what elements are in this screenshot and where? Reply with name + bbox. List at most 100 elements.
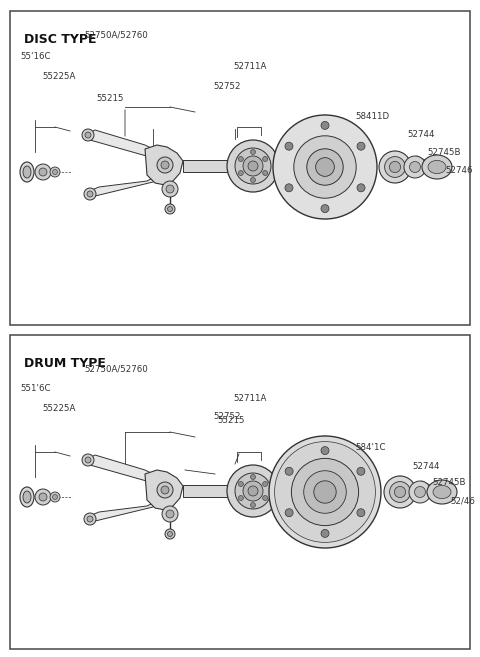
Text: 551'6C: 551'6C [20,384,50,393]
Text: 584'1C: 584'1C [355,443,385,452]
Circle shape [409,481,431,503]
Circle shape [321,530,329,537]
Polygon shape [85,455,157,482]
Text: 52744: 52744 [412,462,440,471]
Circle shape [321,447,329,455]
Circle shape [263,171,268,175]
Circle shape [87,191,93,197]
Circle shape [409,162,420,173]
Circle shape [165,204,175,214]
Text: 52750A/52760: 52750A/52760 [84,30,148,39]
Circle shape [316,158,335,176]
Circle shape [251,503,255,507]
Circle shape [384,476,416,508]
Circle shape [52,170,58,175]
Circle shape [227,140,279,192]
Circle shape [162,181,178,197]
Text: 55215: 55215 [217,416,244,425]
Circle shape [321,204,329,213]
Circle shape [168,206,172,212]
Polygon shape [85,130,157,157]
Circle shape [239,482,243,486]
Text: 52752: 52752 [213,412,240,421]
Ellipse shape [20,162,34,182]
Polygon shape [145,145,183,185]
Ellipse shape [422,155,452,179]
Circle shape [285,142,293,150]
Circle shape [85,457,91,463]
Circle shape [161,161,169,169]
Circle shape [357,142,365,150]
Circle shape [269,436,381,548]
Circle shape [321,122,329,129]
Circle shape [263,495,268,501]
Circle shape [39,168,47,176]
Circle shape [239,156,243,162]
Circle shape [395,486,406,497]
Polygon shape [233,157,243,175]
Polygon shape [183,485,238,497]
Text: 55225A: 55225A [42,72,75,81]
Circle shape [251,474,255,480]
Ellipse shape [433,486,451,499]
Circle shape [291,459,359,526]
Ellipse shape [23,491,31,503]
Circle shape [87,516,93,522]
Circle shape [82,129,94,141]
Circle shape [168,532,172,537]
Circle shape [35,489,51,505]
Text: 52745B: 52745B [427,148,460,157]
Circle shape [243,481,263,501]
Circle shape [82,454,94,466]
Text: 55'16C: 55'16C [20,52,50,61]
Text: 52744: 52744 [407,130,434,139]
Circle shape [384,156,406,177]
Circle shape [390,482,410,503]
Text: 52750A/52760: 52750A/52760 [84,365,148,374]
Circle shape [357,509,365,516]
Polygon shape [233,482,243,500]
Text: 52711A: 52711A [233,394,266,403]
Ellipse shape [428,160,446,173]
Text: DISC TYPE: DISC TYPE [24,33,96,46]
Circle shape [285,184,293,192]
Polygon shape [183,160,238,172]
Circle shape [84,188,96,200]
Circle shape [52,495,58,499]
Circle shape [157,157,173,173]
Text: 52/46: 52/46 [450,496,475,505]
Circle shape [235,148,271,184]
Ellipse shape [427,480,457,504]
Circle shape [404,156,426,178]
Circle shape [285,467,293,475]
Circle shape [227,465,279,517]
Text: 52745B: 52745B [432,478,466,487]
Circle shape [166,185,174,193]
Circle shape [50,167,60,177]
Circle shape [294,136,356,198]
Circle shape [161,486,169,494]
Circle shape [251,150,255,154]
Text: 52752: 52752 [213,82,240,91]
Circle shape [263,482,268,486]
Bar [10,335,470,649]
Polygon shape [145,470,183,510]
Ellipse shape [20,487,34,507]
Circle shape [162,506,178,522]
Polygon shape [87,500,159,522]
Circle shape [166,510,174,518]
Circle shape [304,470,346,513]
Circle shape [357,467,365,475]
Circle shape [379,151,411,183]
Text: 55225A: 55225A [42,404,75,413]
Circle shape [307,148,343,185]
Circle shape [357,184,365,192]
Bar [10,11,470,325]
Circle shape [239,495,243,501]
Polygon shape [87,175,159,197]
Ellipse shape [23,166,31,178]
Circle shape [273,115,377,219]
Circle shape [39,493,47,501]
Circle shape [50,492,60,502]
Text: 55215: 55215 [96,94,123,103]
